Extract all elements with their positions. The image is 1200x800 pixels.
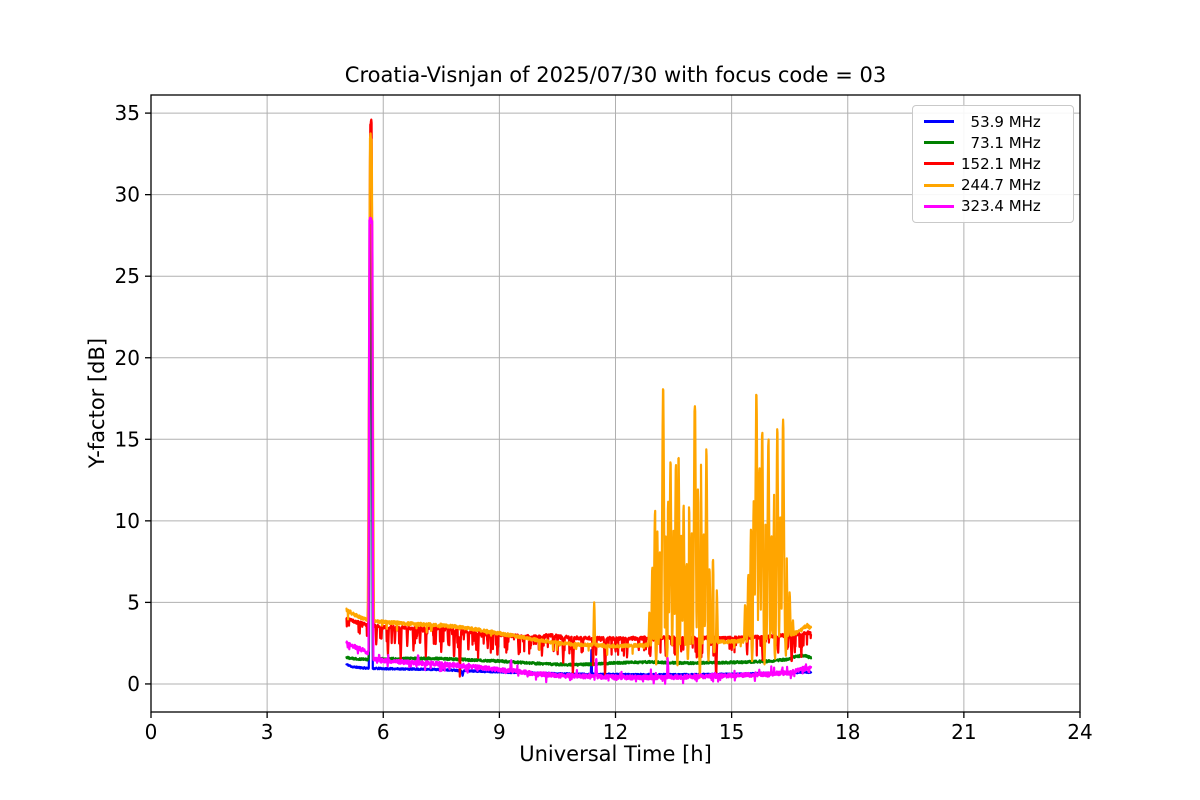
legend-entry: 323.4 MHz — [919, 196, 1067, 217]
x-tick-label: 0 — [145, 720, 158, 744]
legend-label: 152.1 MHz — [961, 154, 1041, 173]
axis-ticks: 0 3 6 9 12 15 18 21 24 0 5 10 15 20 25 30 35 — [115, 101, 1093, 744]
y-tick-label: 25 — [115, 264, 140, 288]
legend-label: 323.4 MHz — [961, 197, 1041, 216]
series-line-244-7-mhz — [345, 132, 813, 679]
legend-entry: 152.1 MHz — [919, 153, 1067, 174]
y-tick-label: 20 — [115, 346, 140, 370]
legend-line-sample — [924, 183, 954, 187]
series-line-323-4-mhz — [345, 216, 813, 685]
y-tick-label: 5 — [127, 590, 140, 614]
legend-line-sample — [924, 162, 954, 166]
y-tick-label: 0 — [127, 672, 140, 696]
x-tick-label: 12 — [603, 720, 628, 744]
y-tick-label: 15 — [115, 427, 140, 451]
y-tick-label: 30 — [115, 183, 140, 207]
legend-line-sample — [924, 120, 954, 124]
x-tick-label: 6 — [377, 720, 390, 744]
series-group — [345, 118, 813, 685]
x-tick-label: 18 — [835, 720, 860, 744]
legend-entry: 73.1 MHz — [919, 132, 1067, 153]
y-tick-label: 35 — [115, 101, 140, 125]
series-line-152-1-mhz — [345, 118, 813, 679]
grid-lines — [150, 95, 1081, 712]
legend-label: 73.1 MHz — [961, 133, 1041, 152]
legend-entry: 244.7 MHz — [919, 175, 1067, 196]
y-tick-label: 10 — [115, 509, 140, 533]
x-tick-label: 21 — [951, 720, 976, 744]
series-line-53-9-mhz — [345, 170, 813, 677]
y-axis-label: Y-factor [dB] — [85, 337, 109, 469]
legend: 53.9 MHz 73.1 MHz 152.1 MHz 244.7 MHz 323.4… — [912, 105, 1074, 223]
chart-title: Croatia-Visnjan of 2025/07/30 with focus… — [344, 63, 887, 87]
legend-label: 53.9 MHz — [961, 112, 1041, 131]
legend-line-sample — [924, 204, 954, 208]
series-line-73-1-mhz — [345, 161, 813, 667]
x-axis-label: Universal Time [h] — [519, 742, 712, 766]
x-tick-label: 3 — [261, 720, 274, 744]
x-tick-label: 24 — [1067, 720, 1092, 744]
legend-label: 244.7 MHz — [961, 176, 1041, 195]
legend-entry: 53.9 MHz — [919, 111, 1067, 132]
x-tick-label: 9 — [493, 720, 506, 744]
legend-line-sample — [924, 141, 954, 145]
x-tick-label: 15 — [719, 720, 744, 744]
